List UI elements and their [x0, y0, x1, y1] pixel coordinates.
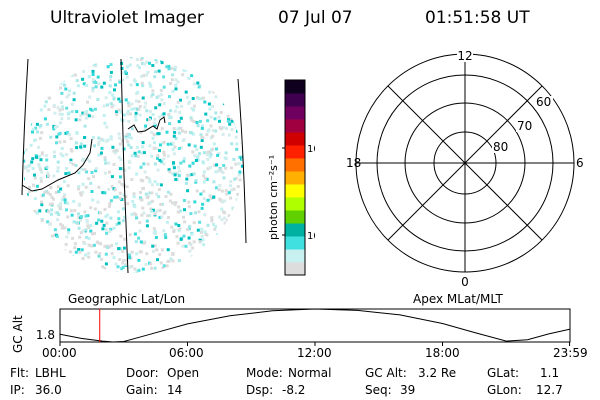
colorbar: 100 10 photon cm⁻²s⁻¹	[267, 79, 315, 276]
colorbar-band	[285, 223, 305, 237]
y-axis-label: GC Alt	[11, 315, 25, 353]
gain-value: 14	[167, 383, 183, 397]
seq-value: 39	[400, 383, 416, 397]
seq-label: Seq:	[365, 383, 392, 397]
uv-image-panel	[21, 57, 247, 274]
x-tick-1200: 12:00	[297, 346, 332, 360]
mlt-label-18: 18	[346, 156, 361, 170]
colorbar-tick-100: 100	[307, 144, 315, 155]
colorbar-band	[285, 249, 305, 263]
colorbar-band	[285, 210, 305, 224]
x-tick-2359: 23:59	[553, 346, 588, 360]
apex-mlat-mlt-label: Apex MLat/MLT	[413, 292, 503, 306]
colorbar-band	[285, 171, 305, 185]
altitude-curve	[59, 308, 570, 343]
y-tick-1-8: 1.8	[36, 328, 55, 342]
gc-alt-label: GC Alt:	[365, 366, 407, 380]
dsp-label: Dsp:	[246, 383, 274, 397]
mlt-label-0: 0	[461, 275, 469, 289]
colorbar-scale	[285, 80, 305, 276]
mlt-label-12: 12	[457, 50, 472, 63]
uv-emission-map	[23, 57, 243, 273]
door-label: Door:	[126, 366, 159, 380]
colorbar-band	[285, 158, 305, 172]
glat-label: GLat:	[487, 366, 520, 380]
diag-line	[387, 85, 543, 241]
x-tick-0000: 00:00	[42, 346, 77, 360]
geo-latlon-label: Geographic Lat/Lon	[68, 292, 186, 306]
ip-value: 36.0	[35, 383, 62, 397]
longitude-line	[120, 58, 129, 274]
colorbar-band	[285, 197, 305, 211]
coastline	[127, 116, 166, 133]
plot-frame	[59, 308, 571, 343]
gc-alt-value: 3.2 Re	[418, 366, 457, 380]
mode-label: Mode:	[246, 366, 283, 380]
mlt-label-6: 6	[576, 156, 584, 170]
colorbar-band	[285, 80, 305, 94]
ip-label: IP:	[10, 383, 25, 397]
flt-label: Flt:	[10, 366, 29, 380]
colorbar-band	[285, 119, 305, 133]
time-label: 01:51:58 UT	[425, 8, 530, 28]
x-tick-1800: 18:00	[425, 346, 460, 360]
longitude-line	[21, 58, 29, 196]
colorbar-band	[285, 93, 305, 107]
glon-value: 12.7	[536, 383, 563, 397]
x-tick-0600: 06:00	[169, 346, 204, 360]
colorbar-band	[285, 236, 305, 250]
colorbar-unit-label: photon cm⁻²s⁻¹	[267, 155, 280, 240]
orbit-altitude-chart: GC Alt 1.8	[11, 308, 571, 353]
dsp-value: -8.2	[282, 383, 306, 397]
colorbar-band	[285, 262, 305, 276]
colorbar-tick-10: 10	[307, 231, 315, 242]
date-label: 07 Jul 07	[278, 8, 353, 28]
colorbar-band	[285, 145, 305, 159]
gain-label: Gain:	[126, 383, 158, 397]
colorbar-band	[285, 132, 305, 146]
polar-mlt-grid: 12 0 18 6 60 70 80	[346, 50, 584, 289]
flt-value: LBHL	[35, 366, 66, 380]
colorbar-band	[285, 106, 305, 120]
colorbar-band	[285, 184, 305, 198]
mode-value: Normal	[288, 366, 332, 380]
glat-value: 1.1	[540, 366, 560, 380]
lat-label-70: 70	[517, 119, 532, 133]
lat-label-60: 60	[536, 95, 551, 109]
longitude-line	[237, 78, 247, 244]
door-value: Open	[167, 366, 200, 380]
lat-label-80: 80	[493, 140, 508, 154]
coastline	[21, 138, 93, 192]
instrument-title: Ultraviolet Imager	[50, 8, 204, 28]
glon-label: GLon:	[487, 383, 522, 397]
